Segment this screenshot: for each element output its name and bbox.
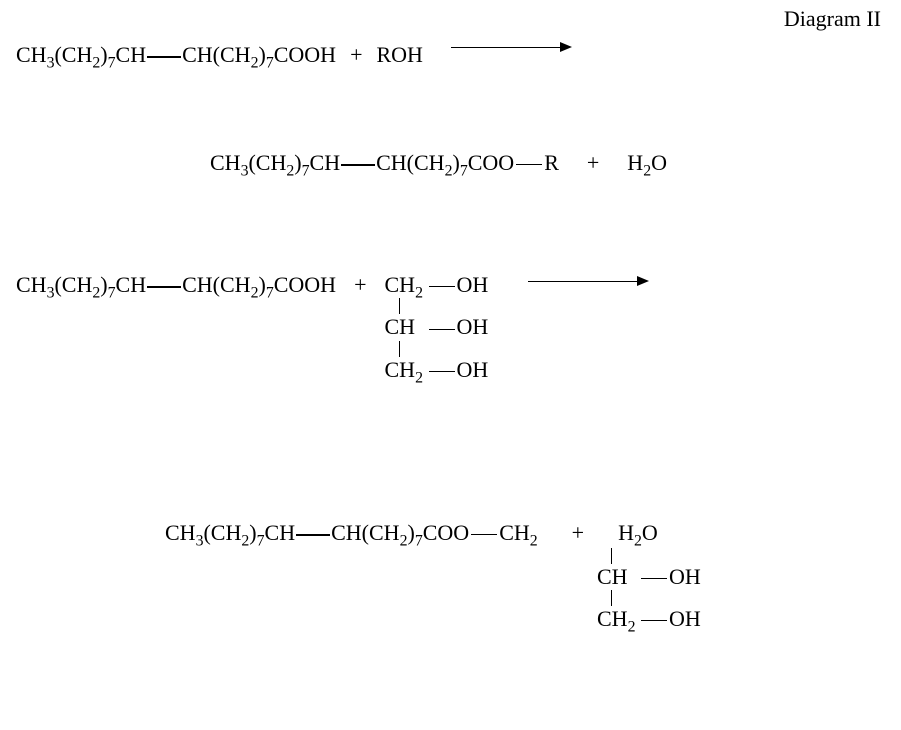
oleic-acid-1: CH3(CH2)7CHCH(CH2)7COOH: [16, 42, 336, 68]
single-bond-icon: [429, 286, 455, 287]
vertical-bond-icon: [611, 548, 612, 564]
vertical-bond-icon: [611, 590, 612, 606]
single-bond-icon: [641, 578, 667, 579]
single-bond-icon: [516, 164, 542, 165]
single-bond-icon: [641, 620, 667, 621]
vertical-bond-icon: [399, 341, 400, 357]
single-bond-icon: [429, 329, 455, 330]
reaction-1-products: CH3(CH2)7CHCH(CH2)7COOR + H2O: [210, 150, 667, 176]
water: H2O: [627, 150, 667, 176]
plus-operator: +: [587, 150, 599, 176]
monoolein-tail: CHOH CH2OH: [597, 548, 701, 632]
double-bond-icon: [296, 534, 330, 536]
double-bond-icon: [147, 56, 181, 58]
oleate-ester-r: CH3(CH2)7CHCH(CH2)7COOR: [210, 150, 559, 176]
oleic-acid-2: CH3(CH2)7CHCH(CH2)7COOH: [16, 272, 336, 298]
glycerol: CH2OH CHOH CH2OH: [385, 272, 489, 383]
plus-operator: +: [572, 520, 584, 546]
reaction-2-products: CH3(CH2)7CHCH(CH2)7COOCH2 + H2O: [165, 520, 658, 546]
alcohol-roh: ROH: [377, 42, 423, 68]
reaction-arrow-icon: [528, 276, 649, 286]
double-bond-icon: [341, 164, 375, 166]
diagram-title: Diagram II: [784, 6, 881, 32]
double-bond-icon: [147, 286, 181, 288]
plus-operator: +: [350, 42, 362, 68]
plus-operator: +: [354, 272, 366, 298]
diagram-2-esterification: { "title": "Diagram II", "colors": { "te…: [0, 0, 901, 730]
monoolein-chain: CH3(CH2)7CHCH(CH2)7COOCH2: [165, 520, 538, 546]
single-bond-icon: [471, 534, 497, 535]
reaction-2-reactants: CH3(CH2)7CHCH(CH2)7COOH + CH2OH CHOH CH2…: [16, 272, 649, 383]
reaction-1-reactants: CH3(CH2)7CHCH(CH2)7COOH + ROH: [16, 42, 572, 68]
single-bond-icon: [429, 371, 455, 372]
reaction-arrow-icon: [451, 42, 572, 52]
vertical-bond-icon: [399, 298, 400, 314]
water: H2O: [618, 520, 658, 546]
